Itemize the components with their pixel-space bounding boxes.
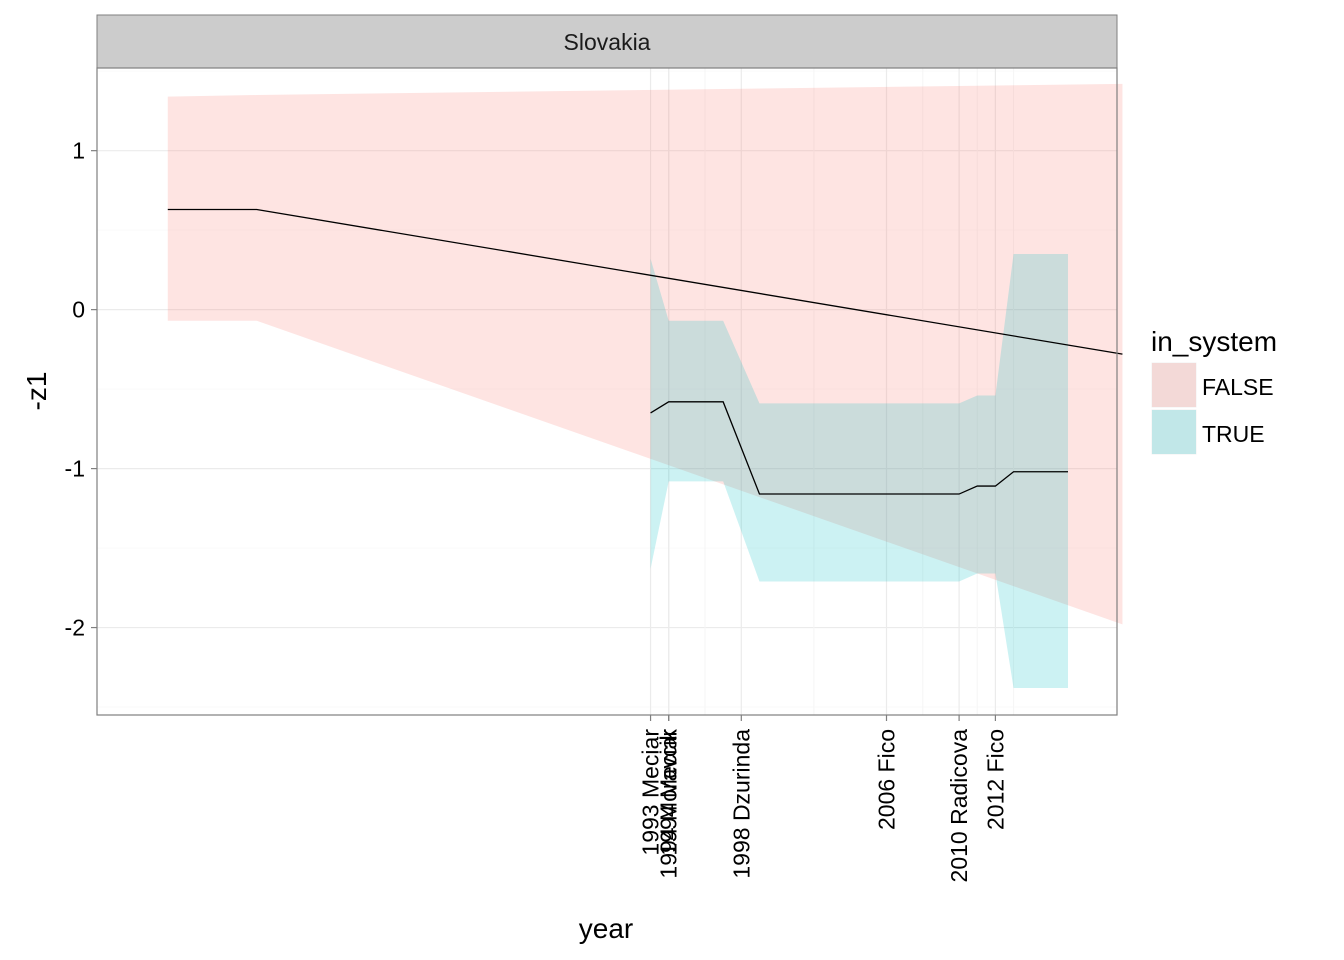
facet-label: Slovakia — [564, 29, 651, 55]
y-axis: 1 0 -1 -2 — [65, 138, 97, 641]
y-tick-label: 0 — [72, 297, 85, 323]
series-line-true — [650, 401, 1068, 495]
legend-key-false — [1150, 361, 1198, 409]
x-tick-label: 2012 Fico — [982, 729, 1008, 830]
panel-border — [96, 67, 1118, 716]
x-axis-title: year — [579, 913, 633, 944]
x-tick-label: 1998 Dzurinda — [728, 729, 754, 879]
legend-swatch-false — [1152, 363, 1196, 407]
x-tick-label: 1994 Moravcik — [656, 729, 682, 879]
y-tick-label: -2 — [65, 615, 85, 641]
y-tick-label: -1 — [65, 456, 85, 482]
ribbons — [167, 83, 1123, 688]
legend: in_system FALSE TRUE — [1150, 326, 1277, 456]
x-tick-label: 2006 Fico — [874, 729, 900, 830]
y-tick-label: 1 — [72, 138, 85, 164]
y-axis-title: -z1 — [21, 372, 52, 411]
legend-swatch-true — [1152, 410, 1196, 454]
legend-title: in_system — [1151, 326, 1277, 357]
ribbon-false — [167, 83, 1123, 625]
series-line-false — [167, 208, 1123, 355]
plot-panel — [97, 68, 1117, 715]
facet-strip — [96, 14, 1118, 69]
x-tick-label: 1994 Meciar — [656, 729, 682, 856]
ribbon-true — [650, 253, 1068, 688]
legend-label-false: FALSE — [1202, 374, 1274, 400]
lines — [167, 208, 1123, 495]
x-tick-label: 2010 Radicova — [946, 729, 972, 883]
x-tick-label: 1993 Meciar — [638, 729, 664, 856]
legend-key-true — [1150, 408, 1198, 456]
legend-label-true: TRUE — [1202, 421, 1265, 447]
grid — [97, 68, 1117, 715]
